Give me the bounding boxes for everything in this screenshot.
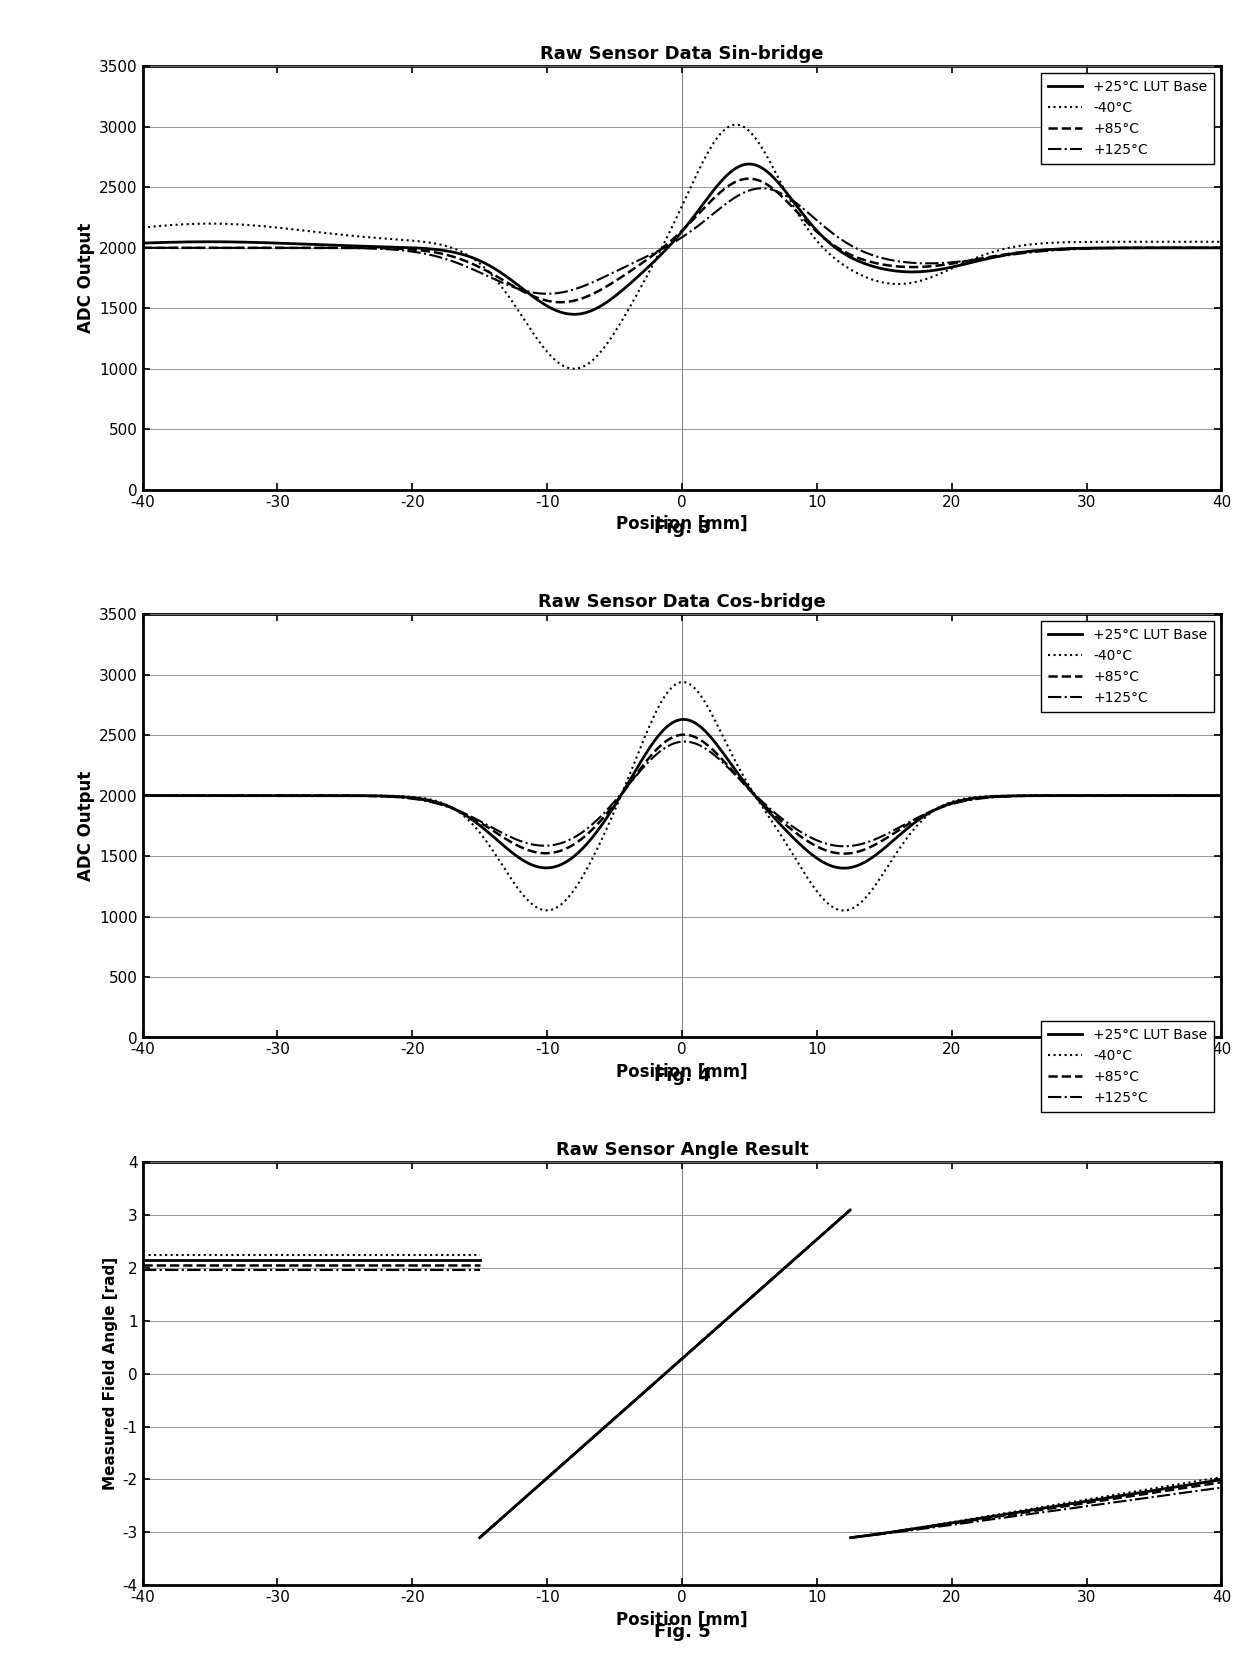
X-axis label: Position [mm]: Position [mm] (616, 1062, 748, 1081)
Text: Fig. 3: Fig. 3 (653, 518, 711, 536)
Text: Fig. 5: Fig. 5 (653, 1623, 711, 1640)
X-axis label: Position [mm]: Position [mm] (616, 515, 748, 533)
Title: Raw Sensor Data Sin-bridge: Raw Sensor Data Sin-bridge (541, 45, 823, 63)
Y-axis label: ADC Output: ADC Output (77, 770, 95, 881)
Title: Raw Sensor Data Cos-bridge: Raw Sensor Data Cos-bridge (538, 593, 826, 611)
Legend: +25°C LUT Base, -40°C, +85°C, +125°C: +25°C LUT Base, -40°C, +85°C, +125°C (1040, 1021, 1214, 1112)
Legend: +25°C LUT Base, -40°C, +85°C, +125°C: +25°C LUT Base, -40°C, +85°C, +125°C (1040, 73, 1214, 164)
Title: Raw Sensor Angle Result: Raw Sensor Angle Result (556, 1140, 808, 1159)
Y-axis label: ADC Output: ADC Output (77, 222, 95, 334)
X-axis label: Position [mm]: Position [mm] (616, 1610, 748, 1628)
Legend: +25°C LUT Base, -40°C, +85°C, +125°C: +25°C LUT Base, -40°C, +85°C, +125°C (1040, 621, 1214, 712)
Text: Fig. 4: Fig. 4 (653, 1066, 711, 1084)
Y-axis label: Measured Field Angle [rad]: Measured Field Angle [rad] (103, 1257, 118, 1491)
